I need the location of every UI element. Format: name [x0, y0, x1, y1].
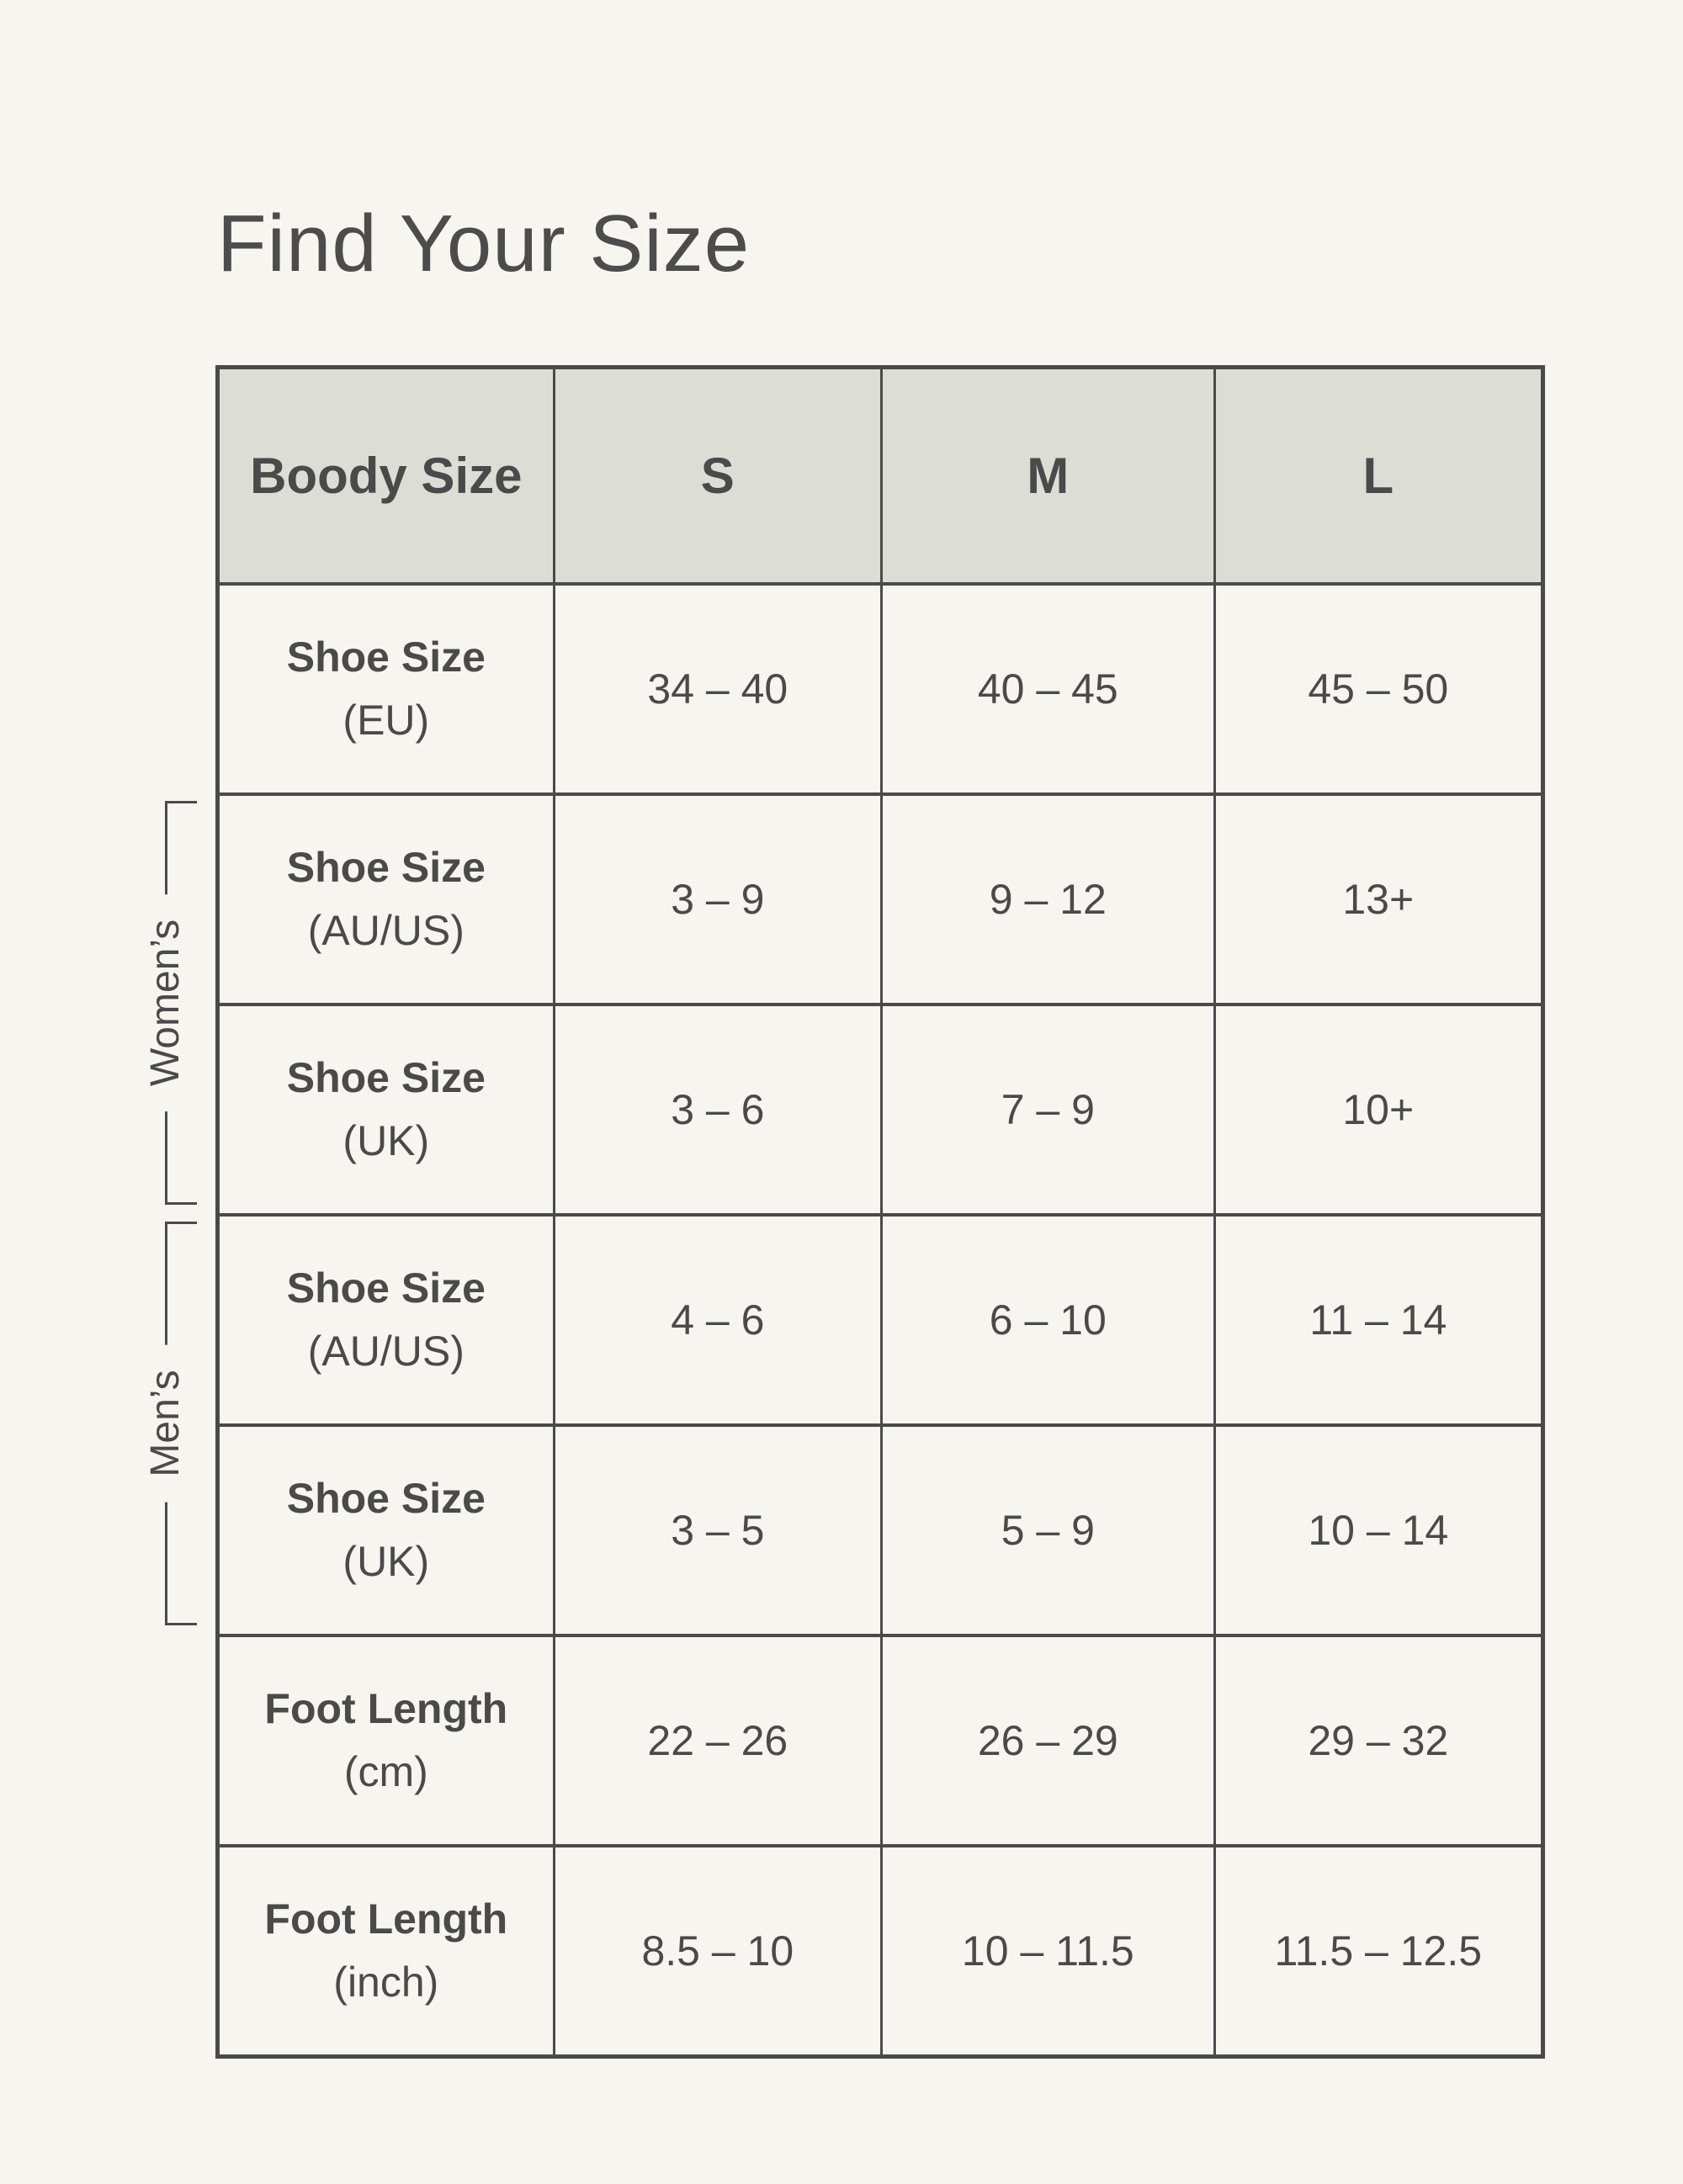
- row-label-cell: Shoe Size (UK): [220, 1427, 553, 1634]
- row-label: Foot Length: [264, 1685, 508, 1732]
- row-sub-label: (cm): [343, 1748, 428, 1795]
- cell-value: 3 – 6: [671, 1086, 765, 1133]
- row-sub-label: (inch): [333, 1959, 439, 2006]
- row-label: Foot Length: [264, 1895, 508, 1943]
- cell-value: 9 – 12: [989, 876, 1107, 923]
- header-cell-boody-size: Boody Size: [250, 448, 523, 504]
- row-sub-label: (AU/US): [307, 907, 465, 954]
- header-cell-size-l: L: [1213, 369, 1541, 582]
- row-sub-label: (UK): [342, 1117, 430, 1164]
- cell-value: 4 – 6: [671, 1296, 765, 1344]
- cell-value: 6 – 10: [989, 1296, 1107, 1344]
- cell-value: 10 – 11.5: [961, 1927, 1134, 1975]
- row-label: Shoe Size: [286, 1264, 486, 1312]
- mens-group-label: Men’s: [141, 1344, 190, 1503]
- row-label-cell: Foot Length (cm): [220, 1637, 553, 1844]
- cell-value: 13+: [1342, 876, 1415, 923]
- row-label: Shoe Size: [286, 844, 486, 891]
- row-label: Shoe Size: [286, 1054, 486, 1101]
- cell-value: 3 – 9: [671, 876, 765, 923]
- cell-value: 40 – 45: [977, 665, 1118, 713]
- table-row-foot-length-inch: Foot Length (inch) 8.5 – 10 10 – 11.5 11…: [220, 1844, 1541, 2054]
- cell-value: 26 – 29: [977, 1717, 1118, 1764]
- table-row-mens-shoe-size-uk: Shoe Size (UK) 3 – 5 5 – 9 10 – 14: [220, 1423, 1541, 1634]
- cell-value: 11.5 – 12.5: [1274, 1927, 1483, 1975]
- row-sub-label: (EU): [342, 697, 430, 744]
- table-row-womens-shoe-size-uk: Shoe Size (UK) 3 – 6 7 – 9 10+: [220, 1003, 1541, 1213]
- table-header-row: Boody Size S M L: [220, 369, 1541, 582]
- row-label-cell: Shoe Size (AU/US): [220, 796, 553, 1003]
- cell-value: 10+: [1342, 1086, 1415, 1133]
- cell-value: 3 – 5: [671, 1507, 765, 1554]
- table-row-foot-length-cm: Foot Length (cm) 22 – 26 26 – 29 29 – 32: [220, 1634, 1541, 1844]
- cell-value: 11 – 14: [1309, 1296, 1447, 1344]
- table-row-mens-shoe-size-auus: Shoe Size (AU/US) 4 – 6 6 – 10 11 – 14: [220, 1213, 1541, 1423]
- cell-value: 34 – 40: [647, 665, 788, 713]
- cell-value: 8.5 – 10: [641, 1927, 794, 1975]
- size-table: Boody Size S M L Shoe Size (EU) 34 – 40 …: [215, 365, 1545, 2059]
- cell-value: 7 – 9: [1001, 1086, 1095, 1133]
- table-row-womens-shoe-size-auus: Shoe Size (AU/US) 3 – 9 9 – 12 13+: [220, 792, 1541, 1003]
- cell-value: 45 – 50: [1308, 665, 1449, 713]
- row-sub-label: (AU/US): [307, 1328, 465, 1375]
- cell-value: 22 – 26: [647, 1717, 788, 1764]
- row-sub-label: (UK): [342, 1538, 430, 1585]
- row-label: Shoe Size: [286, 633, 486, 681]
- table-row-shoe-size-eu: Shoe Size (EU) 34 – 40 40 – 45 45 – 50: [220, 582, 1541, 792]
- row-label-cell: Shoe Size (UK): [220, 1006, 553, 1213]
- page-title: Find Your Size: [217, 199, 751, 289]
- row-label-cell: Shoe Size (AU/US): [220, 1217, 553, 1423]
- row-label: Shoe Size: [286, 1475, 486, 1522]
- cell-value: 29 – 32: [1308, 1717, 1449, 1764]
- row-label-cell: Foot Length (inch): [220, 1847, 553, 2054]
- cell-value: 10 – 14: [1308, 1507, 1449, 1554]
- womens-group-label: Women’s: [141, 893, 190, 1112]
- cell-value: 5 – 9: [1001, 1507, 1095, 1554]
- header-cell-size-m: M: [879, 369, 1213, 582]
- header-cell-size-s: S: [552, 369, 880, 582]
- row-label-cell: Shoe Size (EU): [220, 586, 553, 792]
